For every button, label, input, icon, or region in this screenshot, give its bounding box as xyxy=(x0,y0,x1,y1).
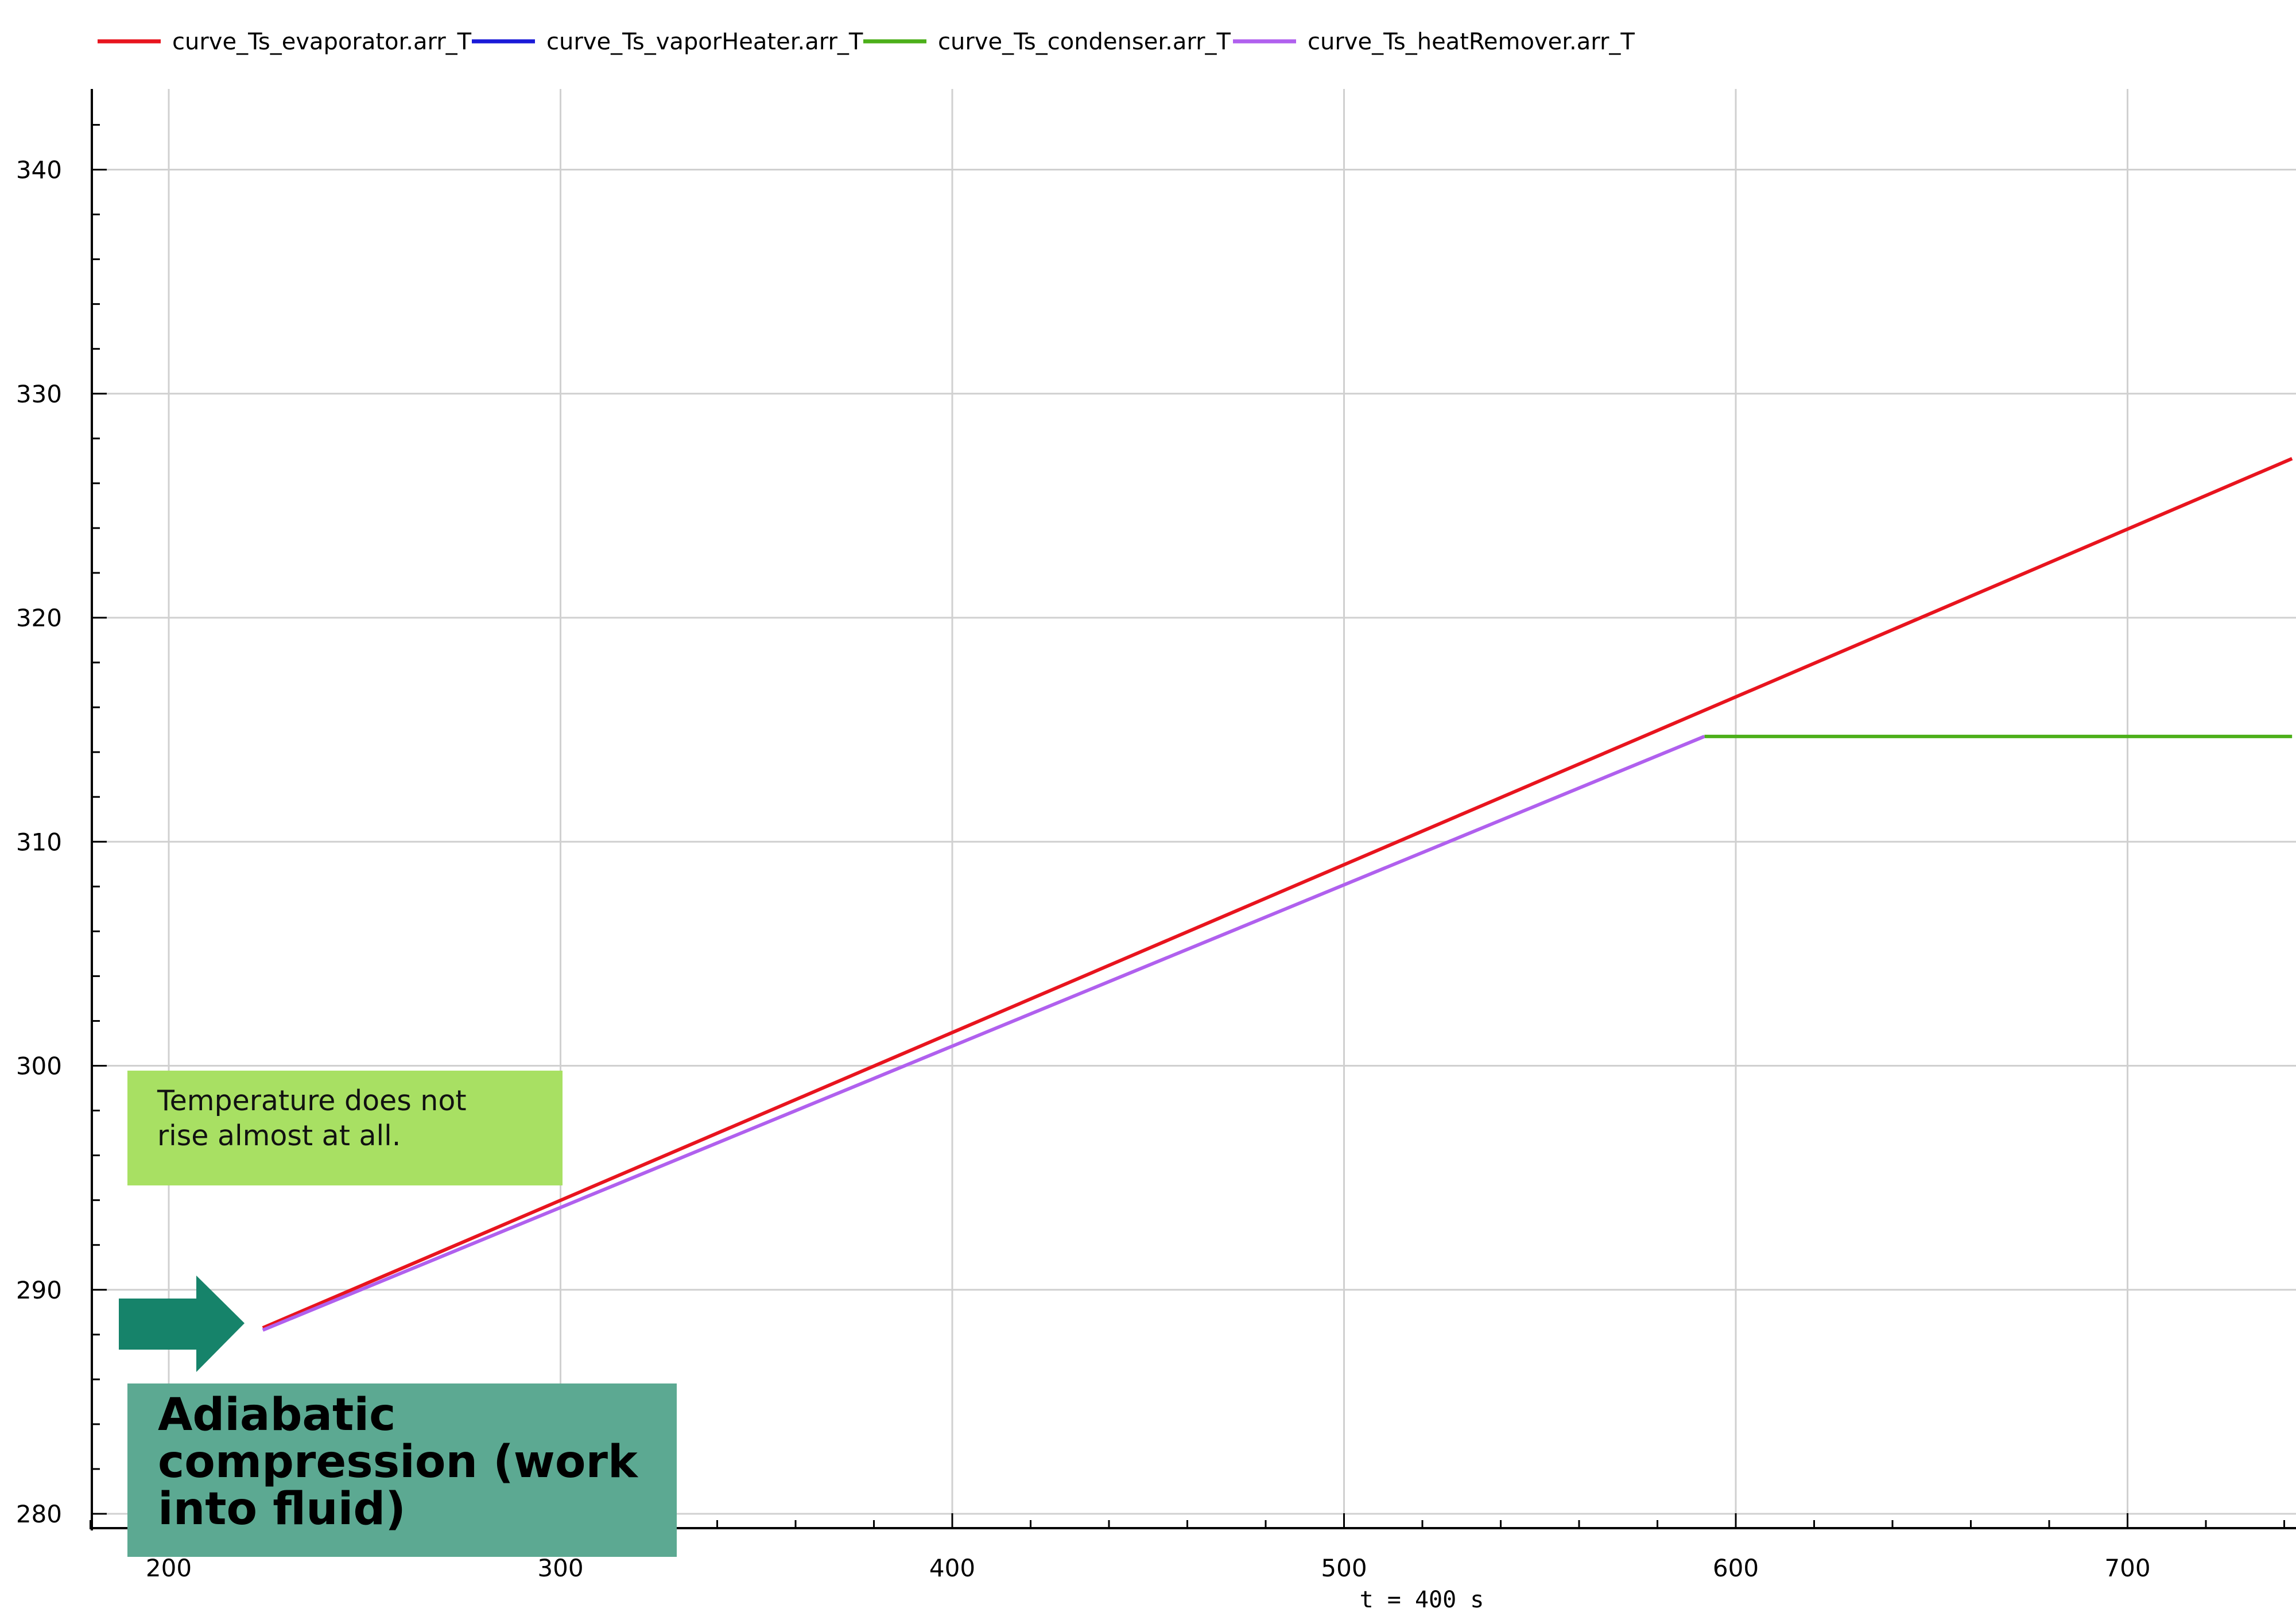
x-tick-label: 400 xyxy=(929,1554,975,1582)
legend-label: curve_Ts_condenser.arr_T xyxy=(938,29,1231,55)
y-tick-label: 300 xyxy=(16,1052,62,1080)
series-layer xyxy=(262,457,2293,1332)
y-tick-label: 320 xyxy=(16,604,62,632)
legend-label: curve_Ts_evaporator.arr_T xyxy=(172,29,472,55)
annotation-temperature-line-1: Temperature does not xyxy=(157,1084,467,1117)
series-line xyxy=(262,735,1705,1332)
arrow-shape xyxy=(119,1276,245,1372)
annotation-temperature-line-2: rise almost at all. xyxy=(157,1119,401,1152)
y-tick-label: 280 xyxy=(16,1500,62,1528)
annotation-adiabatic-line-3: into fluid) xyxy=(158,1483,406,1535)
x-axis-label: t = 400 s xyxy=(1360,1587,1484,1613)
x-tick-label: 600 xyxy=(1713,1554,1759,1582)
annotation-temperature-note: Temperature does not rise almost at all. xyxy=(127,1071,563,1185)
y-tick-label: 330 xyxy=(16,380,62,408)
y-tick-label: 310 xyxy=(16,828,62,856)
grid xyxy=(92,89,2296,1528)
series-line xyxy=(262,457,2293,1330)
legend-label: curve_Ts_heatRemover.arr_T xyxy=(1308,29,1635,55)
axes: 280 290 300 310 320 330 340 200 300 400 500 600 700 xyxy=(16,89,2296,1582)
annotation-adiabatic-line-2: compression (work xyxy=(158,1436,638,1488)
y-tick-label: 290 xyxy=(16,1276,62,1304)
x-tick-label: 300 xyxy=(537,1554,583,1582)
legend: curve_Ts_evaporator.arr_T curve_Ts_vaporH… xyxy=(98,29,1635,55)
annotation-adiabatic-note: Adiabatic compression (work into fluid) xyxy=(127,1383,677,1557)
x-tick-label: 700 xyxy=(2104,1554,2150,1582)
x-tick-label: 500 xyxy=(1321,1554,1367,1582)
annotation-adiabatic-line-1: Adiabatic xyxy=(158,1389,396,1441)
x-tick-label: 200 xyxy=(146,1554,192,1582)
legend-label: curve_Ts_vaporHeater.arr_T xyxy=(546,29,863,55)
y-tick-label: 340 xyxy=(16,156,62,184)
